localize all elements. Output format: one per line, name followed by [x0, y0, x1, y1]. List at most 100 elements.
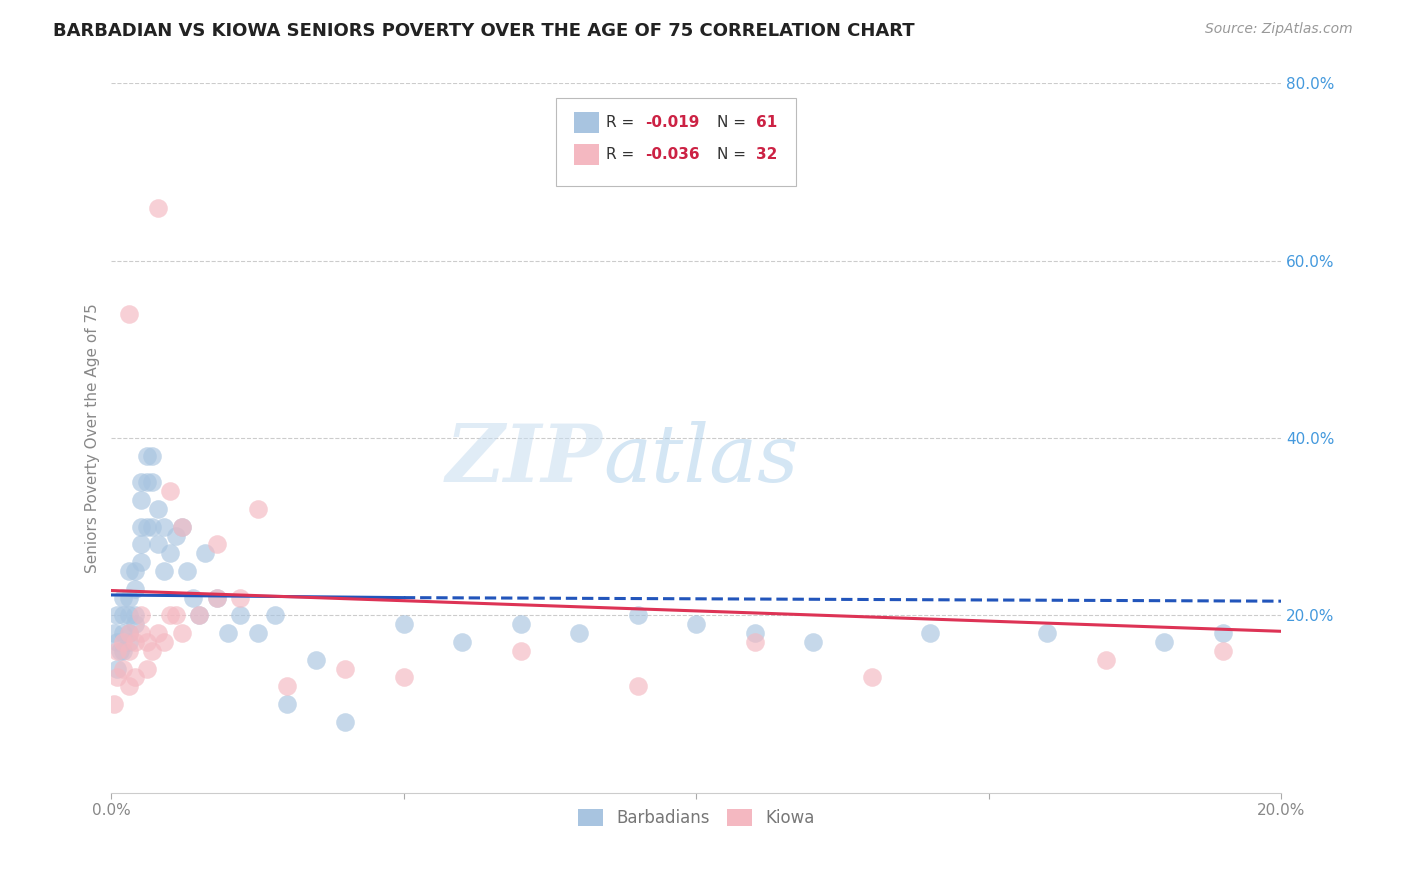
Point: [135, 519, 157, 533]
Point: [170, 519, 193, 533]
Point: [118, 608, 141, 623]
Point: [153, 635, 176, 649]
Point: [392, 617, 415, 632]
Point: [188, 608, 211, 623]
Point: [118, 679, 141, 693]
Point: [112, 644, 135, 658]
Point: [627, 608, 650, 623]
Point: [176, 564, 198, 578]
Point: [246, 502, 269, 516]
Point: [148, 502, 170, 516]
Point: [165, 528, 187, 542]
Point: [124, 564, 146, 578]
Text: ZIP: ZIP: [446, 420, 603, 498]
Point: [1212, 626, 1234, 640]
Point: [118, 564, 141, 578]
Point: [451, 635, 474, 649]
Point: [509, 617, 531, 632]
Point: [135, 449, 157, 463]
Point: [205, 591, 228, 605]
Point: [124, 608, 146, 623]
Point: [170, 519, 193, 533]
Point: [118, 626, 141, 640]
Point: [205, 537, 228, 551]
Point: [229, 608, 252, 623]
Point: [124, 670, 146, 684]
Point: [105, 608, 128, 623]
Point: [129, 493, 152, 508]
Text: -0.036: -0.036: [645, 147, 700, 161]
Point: [148, 201, 170, 215]
Point: [103, 626, 125, 640]
Point: [129, 555, 152, 569]
Point: [105, 661, 128, 675]
Point: [124, 635, 146, 649]
Point: [124, 582, 146, 596]
Text: R =: R =: [606, 147, 640, 161]
Point: [159, 484, 181, 499]
Text: Source: ZipAtlas.com: Source: ZipAtlas.com: [1205, 22, 1353, 37]
Point: [118, 635, 141, 649]
Point: [129, 537, 152, 551]
Point: [129, 519, 152, 533]
Text: 61: 61: [756, 115, 778, 130]
Point: [135, 661, 157, 675]
Point: [568, 626, 591, 640]
Point: [229, 591, 252, 605]
Y-axis label: Seniors Poverty Over the Age of 75: Seniors Poverty Over the Age of 75: [86, 303, 100, 573]
Point: [159, 608, 181, 623]
Point: [118, 307, 141, 321]
Point: [135, 635, 157, 649]
Point: [1153, 635, 1175, 649]
Point: [803, 635, 825, 649]
Point: [141, 519, 163, 533]
Point: [276, 697, 298, 711]
FancyBboxPatch shape: [574, 144, 599, 165]
Point: [920, 626, 942, 640]
Point: [112, 635, 135, 649]
Text: atlas: atlas: [603, 420, 799, 498]
Point: [103, 697, 125, 711]
Point: [141, 644, 163, 658]
Point: [153, 519, 176, 533]
Point: [112, 661, 135, 675]
Point: [1095, 653, 1118, 667]
Legend: Barbadians, Kiowa: Barbadians, Kiowa: [572, 803, 821, 834]
Point: [194, 546, 217, 560]
Point: [276, 679, 298, 693]
Point: [217, 626, 239, 640]
Text: N =: N =: [717, 115, 751, 130]
Point: [124, 617, 146, 632]
Point: [170, 626, 193, 640]
Point: [335, 714, 357, 729]
Point: [305, 653, 328, 667]
Point: [392, 670, 415, 684]
Point: [1212, 644, 1234, 658]
Point: [118, 626, 141, 640]
Point: [685, 617, 707, 632]
Text: -0.019: -0.019: [645, 115, 699, 130]
Point: [153, 564, 176, 578]
Point: [1036, 626, 1059, 640]
Point: [335, 661, 357, 675]
Point: [246, 626, 269, 640]
Point: [744, 626, 766, 640]
FancyBboxPatch shape: [555, 97, 796, 186]
Point: [627, 679, 650, 693]
Text: BARBADIAN VS KIOWA SENIORS POVERTY OVER THE AGE OF 75 CORRELATION CHART: BARBADIAN VS KIOWA SENIORS POVERTY OVER …: [53, 22, 915, 40]
Point: [105, 644, 128, 658]
Point: [181, 591, 204, 605]
Point: [165, 608, 187, 623]
Point: [129, 626, 152, 640]
Point: [141, 475, 163, 490]
Point: [112, 626, 135, 640]
Point: [105, 670, 128, 684]
Point: [205, 591, 228, 605]
Point: [264, 608, 287, 623]
Point: [159, 546, 181, 560]
Text: 32: 32: [756, 147, 778, 161]
Text: N =: N =: [717, 147, 751, 161]
Point: [135, 475, 157, 490]
Point: [118, 644, 141, 658]
Point: [118, 591, 141, 605]
